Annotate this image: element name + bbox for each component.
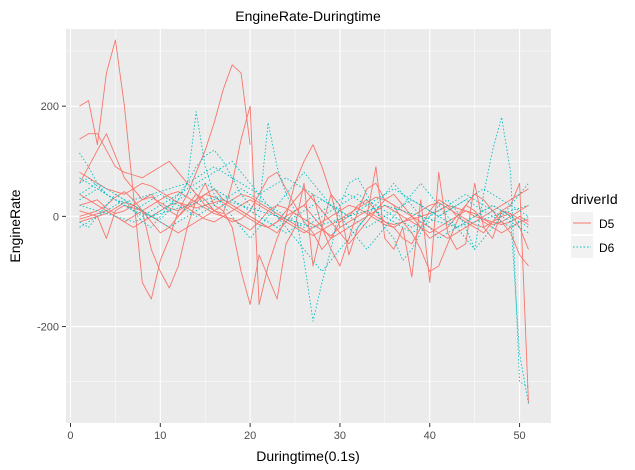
x-axis-label: Duringtime(0.1s) <box>256 448 359 464</box>
series-line-d5-2 <box>79 105 341 305</box>
x-tick-label: 10 <box>154 430 166 442</box>
series-layer <box>79 39 529 404</box>
series-line-d6-17 <box>79 193 529 234</box>
x-tick-label: 0 <box>67 430 73 442</box>
x-tick-label: 30 <box>334 430 346 442</box>
minor-grid <box>66 29 551 423</box>
series-line-d5-7 <box>79 193 529 239</box>
legend-key-d5: D5 <box>571 212 615 234</box>
series-line-d6-12 <box>79 160 529 404</box>
series-line-d6-15 <box>79 196 529 228</box>
series-line-d5-3 <box>79 166 529 404</box>
series-line-d5-9 <box>79 171 529 245</box>
x-tick-label: 20 <box>244 430 256 442</box>
y-axis-label: EngineRate <box>7 189 23 262</box>
legend-title: driverId <box>571 191 618 207</box>
legend-label-d5: D5 <box>599 217 615 231</box>
legend-key-d6-background <box>571 236 593 258</box>
series-line-d6-18 <box>79 188 529 234</box>
y-tick-label: -200 <box>37 322 59 334</box>
y-tick-label: 0 <box>53 211 59 223</box>
series-line-d6-11 <box>79 116 529 388</box>
y-tick-label: 200 <box>41 101 59 113</box>
series-line-d6-14 <box>79 182 529 228</box>
x-tick-label: 40 <box>424 430 436 442</box>
series-line-d6-13 <box>79 111 529 250</box>
x-axis: 0 10 20 30 40 50 <box>67 423 526 442</box>
series-line-d5-6 <box>79 191 529 237</box>
y-axis: -200 0 200 <box>37 101 66 334</box>
series-line-d5-1 <box>79 39 251 300</box>
legend-key-d6: D6 <box>571 236 615 258</box>
legend: driverId D5 D6 <box>571 191 618 258</box>
legend-label-d6: D6 <box>599 241 615 255</box>
chart-title: EngineRate-Duringtime <box>235 8 381 24</box>
x-tick-label: 50 <box>513 430 525 442</box>
